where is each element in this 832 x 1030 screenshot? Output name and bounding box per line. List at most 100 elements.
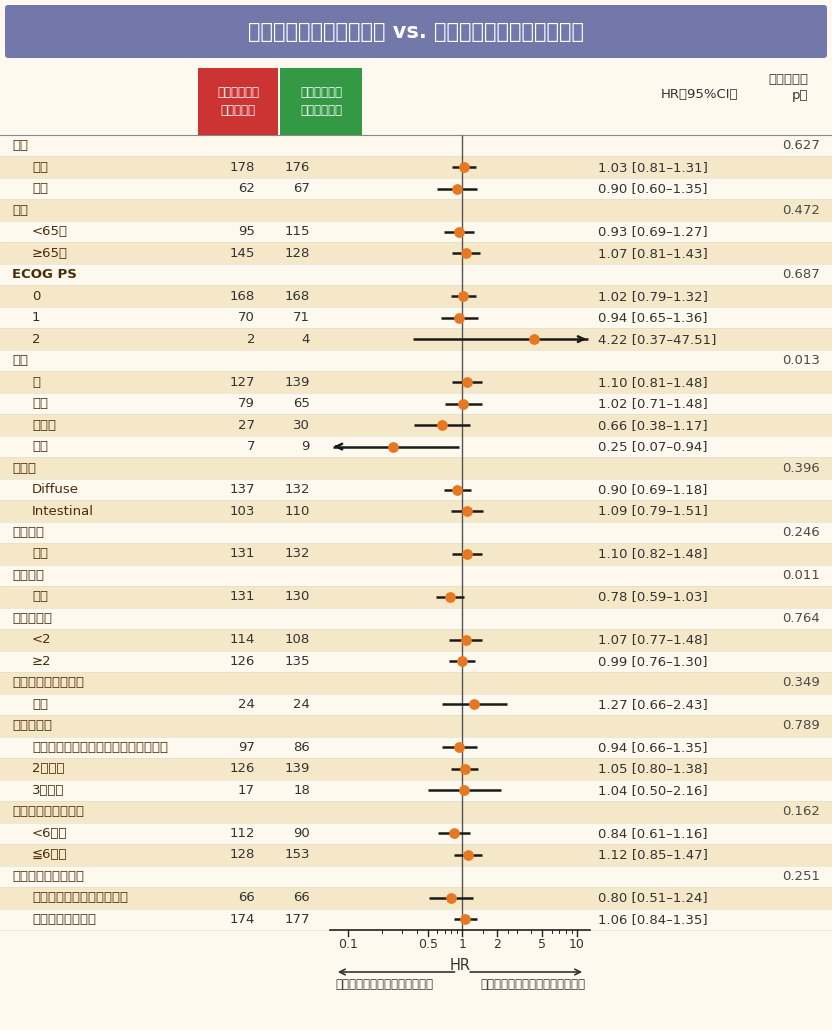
Text: 24: 24 (238, 698, 255, 711)
Text: 0.99 [0.76–1.30]: 0.99 [0.76–1.30] (598, 655, 707, 667)
Text: 1.06 [0.84–1.35]: 1.06 [0.84–1.35] (598, 913, 708, 926)
Point (387, 439, 400, 455)
Text: 1.12 [0.85–1.47]: 1.12 [0.85–1.47] (598, 849, 708, 861)
Text: アブラキサン毎週投与群 vs. 他のパクリタキセル製劑群: アブラキサン毎週投与群 vs. 他のパクリタキセル製劑群 (248, 22, 584, 41)
Bar (0, 242, 832, 264)
Text: 131: 131 (230, 548, 255, 560)
Bar (0, 673, 832, 693)
Text: ドセタキセル治療歴: ドセタキセル治療歴 (12, 677, 84, 689)
Text: 組織型: 組織型 (12, 461, 36, 475)
Text: 術後補助化学療法中の再発: 術後補助化学療法中の再発 (32, 891, 128, 904)
Text: 前化学療法継続期間: 前化学療法継続期間 (12, 805, 84, 818)
Text: 70: 70 (238, 311, 255, 324)
Text: 168: 168 (230, 289, 255, 303)
Text: あり: あり (32, 698, 48, 711)
Bar (0, 693, 832, 715)
FancyBboxPatch shape (5, 5, 827, 58)
Text: 86: 86 (293, 741, 310, 754)
Text: 性別: 性別 (12, 139, 28, 152)
Bar (0, 501, 832, 522)
Text: 腔膜転移: 腔膜転移 (12, 569, 44, 582)
Text: <2: <2 (32, 633, 52, 647)
Text: 174: 174 (230, 913, 255, 926)
Bar (0, 865, 832, 887)
Text: 1.02 [0.79–1.32]: 1.02 [0.79–1.32] (598, 289, 708, 303)
Text: 177: 177 (285, 913, 310, 926)
Bar (0, 135, 832, 157)
Text: アブラキサン毎週投与群が良好: アブラキサン毎週投与群が良好 (335, 978, 433, 991)
Point (457, 288, 470, 305)
Point (468, 696, 481, 713)
Bar (0, 285, 832, 307)
Text: 9: 9 (302, 440, 310, 453)
Bar (0, 329, 832, 350)
Point (435, 417, 448, 434)
Text: 126: 126 (230, 762, 255, 776)
Bar (0, 414, 832, 436)
Bar (0, 758, 832, 780)
Text: 2: 2 (493, 938, 501, 951)
Text: 0.013: 0.013 (782, 354, 820, 367)
Text: 139: 139 (285, 376, 310, 388)
Bar (0, 178, 832, 200)
Bar (0, 392, 832, 414)
Text: 0.246: 0.246 (782, 526, 820, 539)
Text: 66: 66 (238, 891, 255, 904)
Text: 無: 無 (32, 376, 40, 388)
Text: 168: 168 (285, 289, 310, 303)
Bar (0, 586, 832, 608)
Text: 7: 7 (246, 440, 255, 453)
Text: ≦6カ月: ≦6カ月 (32, 849, 67, 861)
Text: 17: 17 (238, 784, 255, 797)
Bar (0, 736, 832, 758)
Point (460, 546, 473, 562)
Text: ECOG PS: ECOG PS (12, 268, 77, 281)
Text: 108: 108 (285, 633, 310, 647)
Text: 66: 66 (293, 891, 310, 904)
Point (453, 740, 466, 756)
Point (457, 159, 470, 175)
Text: 79: 79 (238, 398, 255, 410)
Bar (0, 564, 832, 586)
Point (458, 782, 471, 798)
Text: 4: 4 (302, 333, 310, 346)
Text: 転移臓器数: 転移臓器数 (12, 612, 52, 625)
Text: あり: あり (32, 590, 48, 604)
Text: 0.93 [0.69–1.27]: 0.93 [0.69–1.27] (598, 226, 708, 238)
Text: 少量: 少量 (32, 398, 48, 410)
Point (450, 481, 463, 497)
Text: 135: 135 (285, 655, 310, 667)
Text: 1.04 [0.50–2.16]: 1.04 [0.50–2.16] (598, 784, 708, 797)
Text: 0.627: 0.627 (782, 139, 820, 152)
Point (460, 374, 473, 390)
Text: 114: 114 (230, 633, 255, 647)
Text: 1.07 [0.77–1.48]: 1.07 [0.77–1.48] (598, 633, 708, 647)
Text: 5: 5 (538, 938, 547, 951)
Point (452, 224, 465, 240)
Bar (0, 715, 832, 736)
Point (453, 309, 466, 325)
Bar (0, 608, 832, 629)
Text: 3劑併用: 3劑併用 (32, 784, 65, 797)
Text: 胃切除歴: 胃切除歴 (12, 526, 44, 539)
Text: 他のパクリタ
キセル製劑群: 他のパクリタ キセル製劑群 (300, 87, 342, 116)
Point (459, 631, 473, 648)
Bar (0, 844, 832, 865)
Point (447, 825, 460, 842)
Text: 145: 145 (230, 246, 255, 260)
Text: 0.162: 0.162 (782, 805, 820, 818)
Text: 65: 65 (293, 398, 310, 410)
Text: 1.09 [0.79–1.51]: 1.09 [0.79–1.51] (598, 505, 708, 517)
Point (458, 760, 472, 777)
Text: ≥2: ≥2 (32, 655, 52, 667)
Text: <65歳: <65歳 (32, 226, 68, 238)
Text: 0.011: 0.011 (782, 569, 820, 582)
Text: 0.66 [0.38–1.17]: 0.66 [0.38–1.17] (598, 418, 708, 432)
Text: 1.10 [0.81–1.48]: 1.10 [0.81–1.48] (598, 376, 708, 388)
Text: 0.80 [0.51–1.24]: 0.80 [0.51–1.24] (598, 891, 708, 904)
Text: 115: 115 (285, 226, 310, 238)
Text: 1.03 [0.81–1.31]: 1.03 [0.81–1.31] (598, 161, 708, 174)
Text: 176: 176 (285, 161, 310, 174)
Text: 128: 128 (285, 246, 310, 260)
Point (458, 911, 472, 927)
